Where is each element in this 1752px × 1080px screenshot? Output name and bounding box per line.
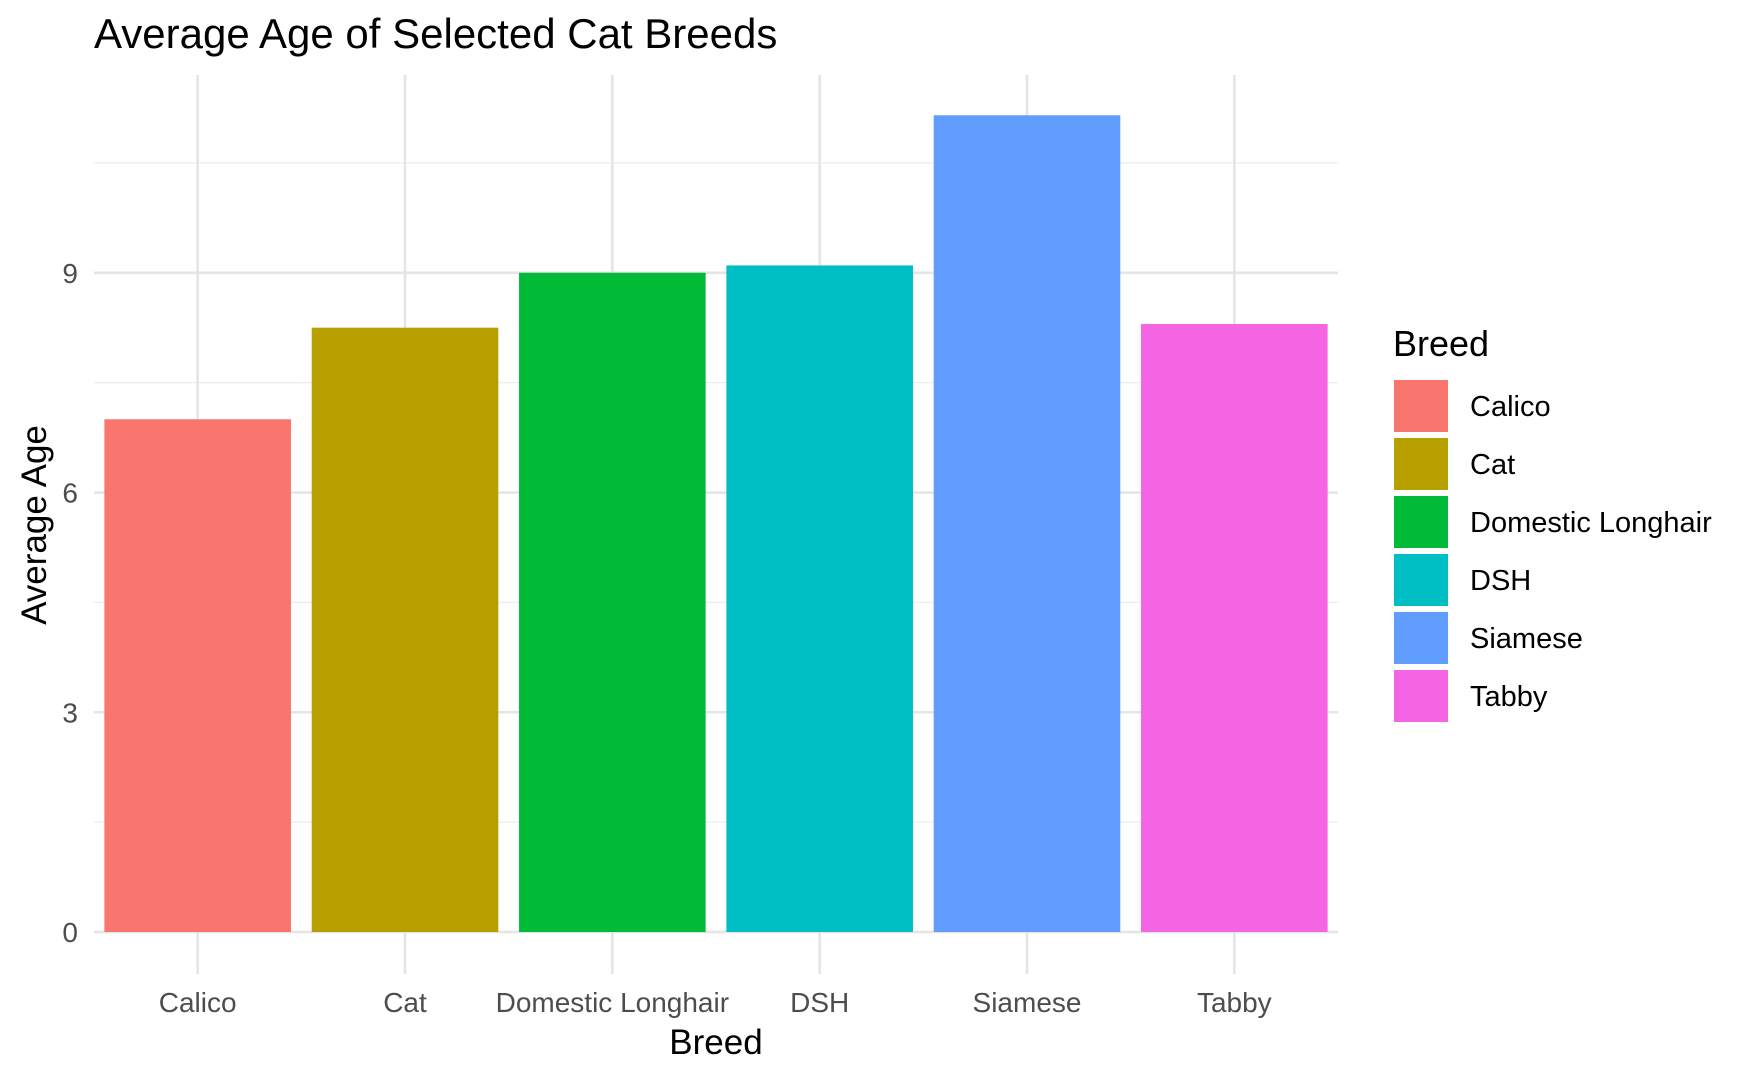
legend-label: DSH	[1470, 565, 1531, 597]
legend-label: Tabby	[1470, 681, 1548, 713]
bar-dsh	[726, 265, 913, 932]
y-axis-title: Average Age	[15, 425, 54, 625]
legend-key	[1394, 380, 1448, 432]
axes: 0 3 6 9 Calico Cat Domestic Longhair DSH Siamese…	[62, 258, 1271, 1018]
bar-siamese	[933, 115, 1121, 933]
y-tick-label: 9	[62, 258, 78, 289]
x-tick-label: Calico	[159, 987, 237, 1018]
legend-label: Siamese	[1470, 623, 1583, 655]
legend-label: Cat	[1470, 449, 1515, 481]
legend-key	[1394, 496, 1448, 548]
legend-label: Calico	[1470, 391, 1551, 423]
y-tick-label: 3	[62, 697, 78, 728]
bars	[104, 115, 1328, 933]
x-axis-title: Breed	[669, 1023, 762, 1062]
bar-cat	[311, 327, 499, 932]
legend: Breed Calico Cat Domestic Longhair DSH Siame…	[1393, 323, 1712, 722]
y-tick-label: 0	[62, 917, 78, 948]
bar-domestic-longhair	[519, 272, 706, 932]
bar-calico	[104, 419, 291, 932]
legend-label: Domestic Longhair	[1470, 507, 1712, 539]
legend-items: Calico Cat Domestic Longhair DSH Siamese Tabb…	[1394, 380, 1712, 722]
bar-tabby	[1141, 324, 1328, 932]
chart-title: Average Age of Selected Cat Breeds	[94, 10, 777, 57]
x-tick-label: Domestic Longhair	[496, 987, 729, 1018]
x-tick-label: Cat	[383, 987, 427, 1018]
legend-key	[1394, 612, 1448, 664]
x-tick-label: DSH	[790, 987, 849, 1018]
x-tick-label: Siamese	[973, 987, 1082, 1018]
legend-key	[1394, 554, 1448, 606]
x-tick-label: Tabby	[1197, 987, 1272, 1018]
legend-key	[1394, 438, 1448, 490]
legend-title: Breed	[1393, 323, 1489, 364]
legend-key	[1394, 670, 1448, 722]
y-tick-label: 6	[62, 478, 78, 509]
